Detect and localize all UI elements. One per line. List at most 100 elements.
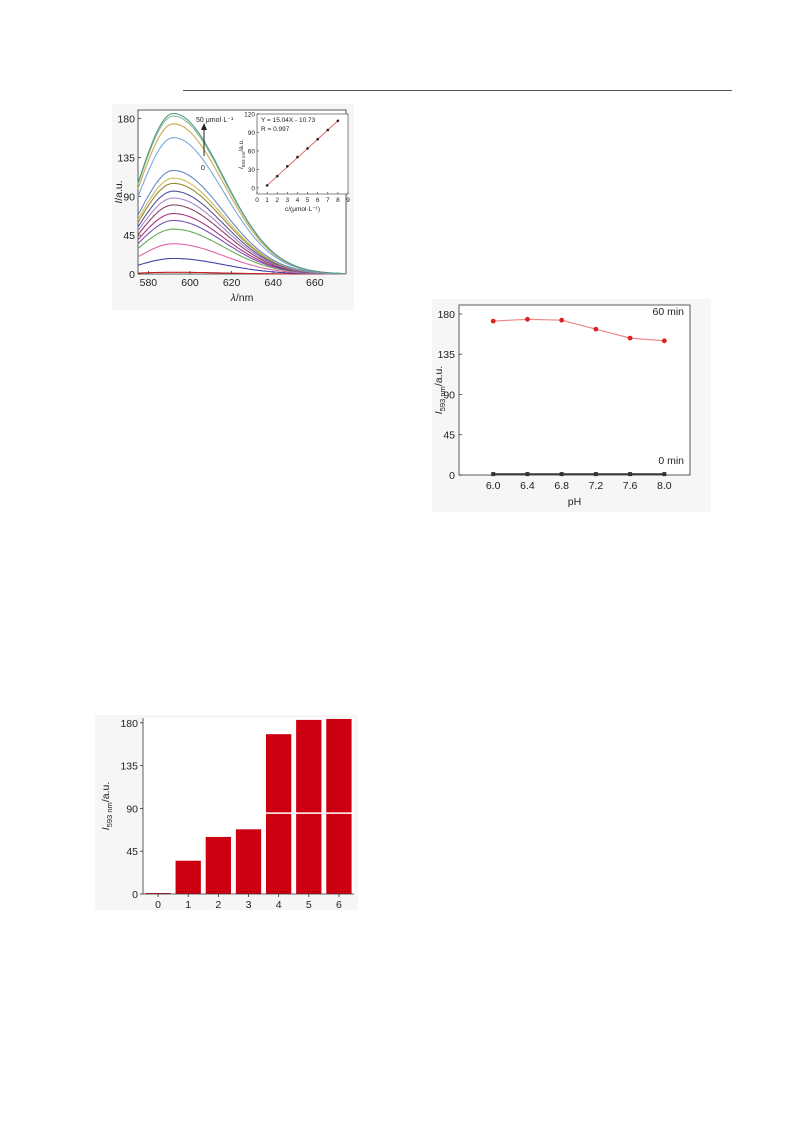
x-tick-label: 7.6: [623, 480, 638, 492]
x-tick-label: 0: [155, 899, 161, 911]
inset-r-value: R = 0.997: [261, 126, 290, 133]
bar-panel: 0 1 2 3 4 5 6 0 45 90 135 180 I593 nm/a.u.: [95, 715, 358, 911]
y-tick-label: 45: [443, 430, 455, 442]
data-point: [491, 472, 496, 477]
y-tick-label: 45: [123, 230, 135, 242]
inset-point: [265, 184, 269, 187]
y-tick-label: 0: [449, 470, 455, 482]
bar: [205, 836, 232, 894]
inset-x-tick-label: 3: [286, 197, 290, 204]
data-point: [593, 472, 598, 477]
bar: [265, 734, 292, 894]
series-line-0: [493, 318, 665, 342]
y-tick-label: 45: [126, 846, 138, 858]
x-tick-label: 6.8: [554, 480, 569, 492]
x-tick-label: 4: [276, 899, 282, 911]
inset-point: [326, 128, 330, 132]
plot-area: [458, 304, 691, 476]
bar: [326, 718, 352, 894]
bar: [296, 719, 322, 894]
x-tick-label: 6.4: [520, 480, 535, 492]
y-tick-label: 180: [117, 114, 135, 126]
inset-equation: Y = 15.04X - 10.73: [261, 117, 316, 124]
inset-x-tick-label: 5: [306, 197, 310, 204]
inset-y-axis-label: I593 nm/a.u.: [238, 139, 246, 169]
x-tick-label: 660: [306, 277, 324, 289]
y-axis-label: I/a.u.: [113, 180, 125, 203]
x-tick-label: 7.2: [589, 480, 604, 492]
inset-point: [316, 137, 319, 141]
arrow-head: [201, 123, 207, 130]
x-tick-label: 2: [215, 899, 221, 911]
y-tick-label: 90: [126, 803, 138, 815]
spectrum-line: [137, 112, 347, 275]
inset-point: [336, 119, 340, 123]
series-label: 60 min: [652, 306, 684, 318]
ph-panel: 6.0 6.4 6.8 7.2 7.6 8.0 0 45 90 135 180 pH I593 nm/a…: [432, 299, 711, 512]
x-tick-label: 640: [264, 277, 282, 289]
y-tick-label: 180: [437, 309, 455, 321]
x-tick-label: 1: [185, 899, 191, 911]
inset-y-tick-label: 0: [251, 185, 255, 192]
y-tick-label: 90: [443, 389, 455, 401]
inset-y-tick-label: 90: [248, 130, 256, 137]
data-point: [559, 317, 565, 323]
y-tick-label: 0: [132, 889, 138, 901]
y-tick-label: 135: [117, 152, 135, 164]
y-axis-label: I593 nm/a.u.: [100, 782, 114, 831]
data-point: [525, 316, 530, 322]
annotation-top: 50 μmol·L⁻¹: [196, 117, 234, 124]
bar: [145, 893, 171, 894]
x-tick-label: 3: [246, 899, 252, 911]
x-axis-label: pH: [568, 496, 581, 508]
x-tick-label: 6: [336, 899, 342, 911]
data-point: [662, 472, 667, 477]
y-axis-label: I593 nm/a.u.: [433, 366, 447, 415]
spectrum-line: [137, 169, 346, 275]
inset-y-tick-label: 60: [248, 148, 256, 155]
inset-point: [286, 165, 289, 168]
inset-x-tick-label: 2: [275, 197, 279, 204]
inset-x-tick-label: 4: [296, 197, 300, 204]
bar: [235, 829, 262, 894]
y-tick-label: 135: [437, 349, 455, 361]
inset-x-tick-label: 7: [326, 197, 330, 204]
inset-x-tick-label: 1: [265, 197, 269, 204]
x-tick-label: 620: [223, 277, 241, 289]
x-axis-label: λ/nm: [230, 292, 254, 304]
x-tick-label: 6.0: [486, 480, 501, 492]
series-label: 0 min: [658, 455, 684, 467]
data-point: [490, 318, 496, 324]
annotation-bottom: 0: [201, 165, 205, 172]
inset-x-axis-label: c/(μmol·L⁻¹): [285, 206, 320, 213]
data-point: [661, 338, 667, 344]
data-point: [627, 335, 633, 341]
x-tick-label: 5: [306, 899, 312, 911]
data-point: [525, 472, 530, 477]
y-tick-label: 0: [129, 269, 135, 281]
data-point: [628, 472, 633, 477]
inset-point: [275, 174, 279, 178]
data-point: [593, 326, 599, 332]
inset-y-tick-label: 30: [248, 167, 256, 174]
inset-fit-line: [266, 120, 339, 186]
spectra-panel: 580 600 620 640 660 0 45 90 135 180 λ/nm I/a.u. 50 μ…: [112, 104, 354, 310]
bar: [175, 860, 201, 894]
inset-x-tick-label: 0: [255, 197, 259, 204]
y-tick-label: 90: [123, 191, 135, 203]
y-tick-label: 135: [120, 761, 138, 773]
x-tick-label: 580: [140, 277, 158, 289]
ph-chart: 6.0 6.4 6.8 7.2 7.6 8.0 0 45 90 135 180 pH I593 nm/a…: [433, 304, 691, 508]
y-tick-label: 180: [120, 718, 138, 730]
inset-point: [306, 147, 309, 150]
x-tick-label: 600: [181, 277, 199, 289]
inset-x-tick-label: 9: [346, 197, 350, 204]
data-point: [559, 472, 564, 477]
page-rule: [183, 90, 732, 91]
inset-y-tick-label: 120: [244, 112, 255, 119]
inset-point: [296, 155, 299, 159]
x-tick-label: 8.0: [657, 480, 672, 492]
inset-x-tick-label: 8: [336, 197, 340, 204]
